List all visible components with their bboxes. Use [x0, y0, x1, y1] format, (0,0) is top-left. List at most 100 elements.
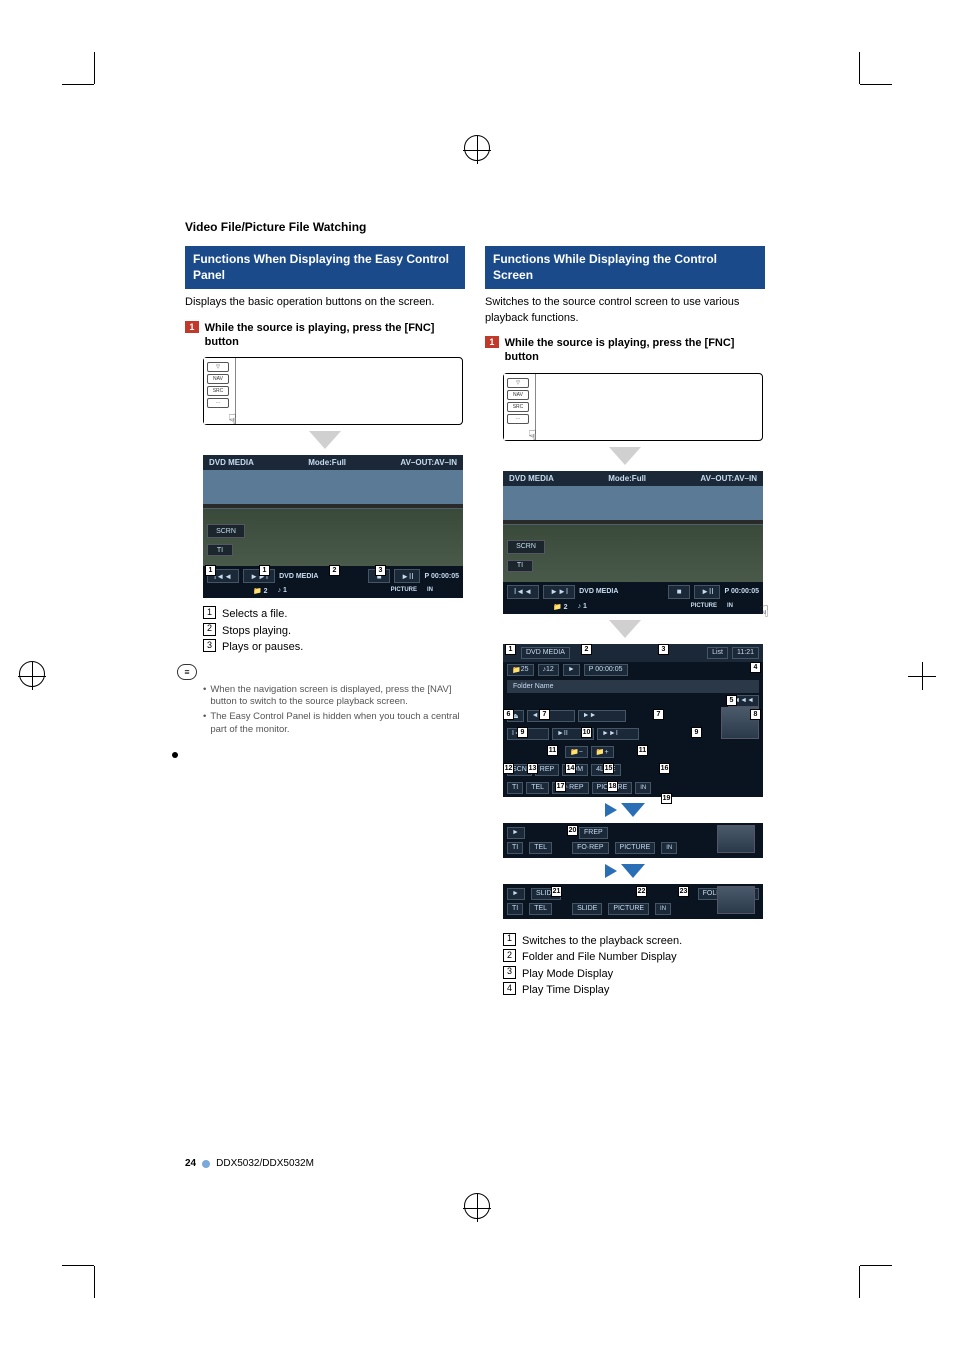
- callout-23: 23: [678, 886, 689, 897]
- forep-button[interactable]: FO·REP: [572, 842, 608, 854]
- preview-thumb: [717, 886, 755, 914]
- callout-15: 15: [603, 763, 614, 774]
- pointer-hand-icon: ☟: [759, 602, 769, 622]
- playtime: P 00:00:05: [584, 664, 628, 676]
- callout-9: 9: [517, 727, 528, 738]
- tel-button[interactable]: TEL: [529, 903, 552, 915]
- rew-button[interactable]: ◄◄: [527, 710, 575, 722]
- ff-button[interactable]: ►►: [578, 710, 626, 722]
- right-intro: Switches to the source control screen to…: [485, 295, 765, 326]
- callout-18: 18: [607, 781, 618, 792]
- vp-title: DVD MEDIA: [509, 474, 554, 483]
- callout-10: 10: [581, 727, 592, 738]
- crop-corner: [859, 1266, 860, 1298]
- callout-13: 13: [527, 763, 538, 774]
- callout-6: 6: [503, 709, 514, 720]
- side-btn[interactable]: ▽: [507, 378, 529, 388]
- frep-button[interactable]: FREP: [579, 827, 608, 839]
- ti-button[interactable]: TI: [507, 560, 533, 572]
- clock: 11:21: [732, 647, 759, 659]
- fold-plus[interactable]: 📁+: [591, 746, 614, 758]
- vp-avout: AV–OUT:AV–IN: [400, 458, 457, 467]
- callout-3: 3: [658, 644, 669, 655]
- legend-item: 4Play Time Display: [503, 982, 765, 999]
- callout-8: 8: [750, 709, 761, 720]
- picture-button[interactable]: PICTURE: [608, 903, 649, 915]
- picture-button[interactable]: PICTURE: [615, 842, 656, 854]
- next-button[interactable]: ►►I: [543, 585, 575, 599]
- section-title: Video File/Picture File Watching: [185, 220, 765, 234]
- ti-button[interactable]: TI: [207, 544, 233, 556]
- crop-circle: [464, 135, 490, 161]
- side-btn[interactable]: ▽: [207, 362, 229, 372]
- list-button[interactable]: List: [707, 647, 728, 659]
- left-step-1: 1 While the source is playing, press the…: [185, 321, 465, 350]
- ti-button[interactable]: TI: [507, 782, 523, 794]
- crop-corner: [94, 52, 95, 84]
- callout-1: 1: [505, 644, 516, 655]
- tel-button[interactable]: TEL: [526, 782, 549, 794]
- rep-button[interactable]: REP: [535, 764, 559, 776]
- tel-button[interactable]: TEL: [529, 842, 552, 854]
- margin-bullet: [172, 752, 178, 758]
- callout-4: 4: [750, 662, 761, 673]
- legend-item: 1Selects a file.: [203, 606, 465, 623]
- crop-corner: [62, 84, 94, 85]
- callout-3: 3: [375, 565, 386, 576]
- easy-control-panel: DVD MEDIA Mode:Full AV–OUT:AV–IN SCRN TI…: [203, 455, 463, 598]
- in-label: IN: [635, 782, 651, 794]
- model-number: DDX5032/DDX5032M: [216, 1158, 314, 1169]
- crop-circle: [19, 661, 45, 687]
- legend-item: 3Plays or pauses.: [203, 639, 465, 656]
- vp-avout: AV–OUT:AV–IN: [700, 474, 757, 483]
- prev-button[interactable]: I◄◄: [507, 585, 539, 599]
- ti-button[interactable]: TI: [507, 842, 523, 854]
- play-pause-button[interactable]: ►II: [394, 569, 420, 583]
- footer-bullet-icon: [202, 1160, 210, 1168]
- callout-2: 2: [329, 565, 340, 576]
- next-track[interactable]: ►►I: [597, 728, 639, 740]
- sub-panel-1: ► 20 FREP TI TEL FO·REP PICTURE IN: [503, 823, 763, 858]
- side-btn-nav[interactable]: NAV: [507, 390, 529, 400]
- preview-thumb: [717, 825, 755, 853]
- step-text: While the source is playing, press the […: [205, 321, 465, 350]
- pointer-hand-icon: ☟: [228, 411, 237, 428]
- play-indicator: ►: [507, 827, 525, 839]
- scrn-button[interactable]: SCRN: [207, 524, 245, 538]
- stop-button[interactable]: ■: [668, 585, 690, 599]
- callout-7b: 7: [653, 709, 664, 720]
- callout-19: 19: [661, 793, 672, 804]
- note-icon: ≡: [177, 664, 197, 680]
- callout-1b: 1: [259, 565, 270, 576]
- crop-corner: [94, 1266, 95, 1298]
- side-btn-src[interactable]: SRC: [207, 386, 229, 396]
- left-legend: 1Selects a file. 2Stops playing. 3Plays …: [203, 606, 465, 656]
- callout-7: 7: [539, 709, 550, 720]
- slide-button2[interactable]: SLIDE: [572, 903, 602, 915]
- callout-22: 22: [636, 886, 647, 897]
- scrn-button[interactable]: SCRN: [507, 540, 545, 554]
- mode-btn[interactable]: ►: [563, 664, 580, 676]
- right-header: Functions While Displaying the Control S…: [485, 246, 765, 289]
- control-panel-preview: DVD MEDIA Mode:Full AV–OUT:AV–IN SCRN TI…: [503, 471, 763, 614]
- side-btn-nav[interactable]: NAV: [207, 374, 229, 384]
- play-pause-button[interactable]: ►II: [694, 585, 720, 599]
- side-btn-src[interactable]: SRC: [507, 402, 529, 412]
- pointer-hand-icon: ☟: [528, 427, 537, 444]
- time: P 00:00:05: [424, 573, 459, 580]
- left-column: Functions When Displaying the Easy Contr…: [185, 246, 465, 1007]
- callout-2: 2: [581, 644, 592, 655]
- callout-17: 17: [555, 781, 566, 792]
- sub2: IN: [427, 587, 433, 595]
- left-intro: Displays the basic operation buttons on …: [185, 295, 465, 310]
- ti-button[interactable]: TI: [507, 903, 523, 915]
- step-number: 1: [485, 336, 499, 348]
- down-arrow-icon: [609, 620, 641, 638]
- side-btn-more[interactable]: ⋯: [207, 398, 229, 408]
- right-step-1: 1 While the source is playing, press the…: [485, 336, 765, 365]
- side-btn-more[interactable]: ⋯: [507, 414, 529, 424]
- fold-minus[interactable]: 📁−: [565, 746, 588, 758]
- prev-track[interactable]: I◄◄: [507, 728, 549, 740]
- down-arrow-icon: [309, 431, 341, 449]
- crop-mark: [908, 662, 936, 690]
